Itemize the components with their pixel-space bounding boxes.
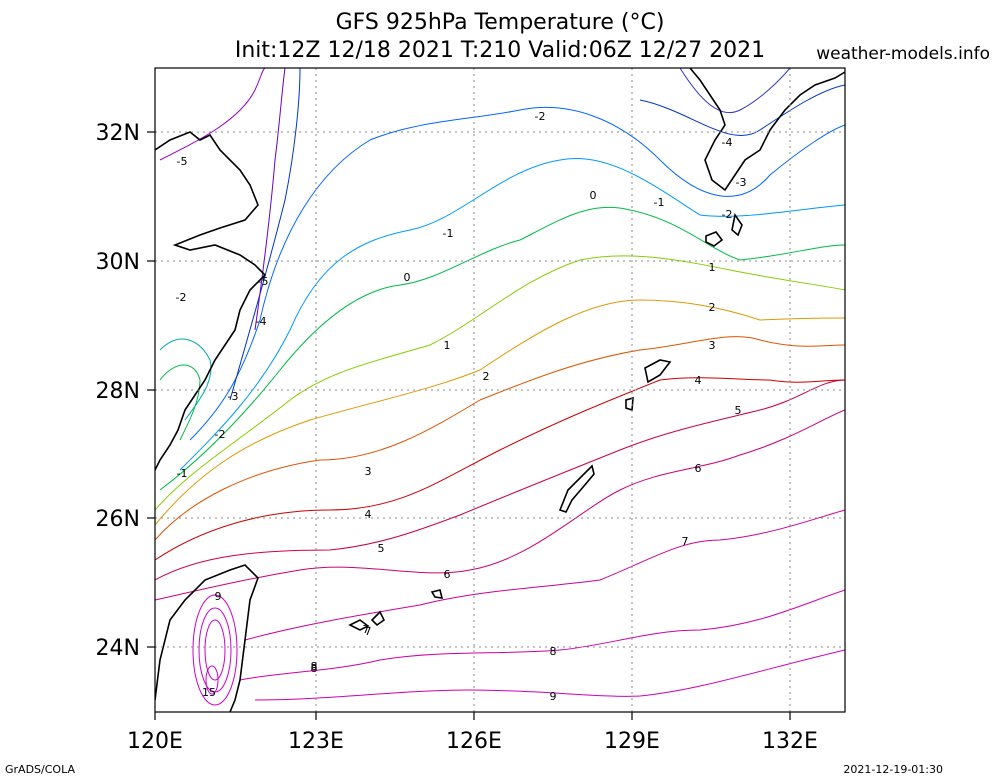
lat-label: 28N — [96, 379, 140, 404]
contour-value-label: 4 — [365, 508, 372, 521]
lon-label: 126E — [446, 729, 502, 754]
isotherm-taiwan-cluster — [192, 594, 238, 706]
map-title: GFS 925hPa Temperature (°C) — [335, 10, 665, 35]
kyushu-coast — [689, 68, 845, 192]
contour-value-label: -2 — [535, 110, 546, 123]
contour-value-label: 3 — [365, 465, 372, 478]
isotherm-2 — [155, 299, 845, 526]
lon-label: 129E — [604, 729, 660, 754]
contour-value-label: -3 — [736, 176, 747, 189]
contour-value-label: 7 — [363, 623, 370, 636]
contour-value-label: 15 — [202, 686, 216, 699]
isotherm-9 — [254, 649, 845, 701]
contour-value-label: 0 — [404, 271, 411, 284]
isotherm-m3 — [229, 68, 301, 401]
contour-value-label: -2 — [215, 428, 226, 441]
contour-value-label: 2 — [709, 301, 716, 314]
latitude-labels: 32N 30N 28N 26N 24N — [96, 121, 140, 661]
contour-value-label: -2 — [722, 208, 733, 221]
isotherm-7 — [244, 509, 845, 641]
lat-label: 30N — [96, 250, 140, 275]
yakushima — [705, 231, 724, 247]
contour-value-label: 7 — [365, 625, 372, 638]
isotherm-m4 — [254, 68, 286, 331]
contour-value-label: 9 — [550, 690, 557, 703]
lon-label: 132E — [762, 729, 818, 754]
tick-marks — [147, 131, 791, 720]
amami-oshima — [644, 359, 672, 384]
contour-layer — [155, 68, 845, 706]
graticule — [155, 68, 845, 712]
isotherm-5 — [155, 379, 845, 581]
contour-value-label: 6 — [695, 462, 702, 475]
contour-value-label: -1 — [443, 227, 454, 240]
lat-label: 24N — [96, 636, 140, 661]
contour-value-label: 8 — [550, 645, 557, 658]
isotherm-0 — [159, 206, 845, 491]
contour-value-label: -3 — [228, 390, 239, 403]
contour-value-label: 5 — [378, 542, 385, 555]
lon-label: 120E — [127, 729, 183, 754]
contour-value-label: 2 — [483, 370, 490, 383]
site-credit: weather-models.info — [816, 44, 990, 64]
contour-value-label: -1 — [654, 196, 665, 209]
tanegashima — [731, 213, 743, 237]
contour-value-label: 6 — [444, 568, 451, 581]
isotherm-jp-m4 — [679, 68, 791, 114]
longitude-labels: 120E 123E 126E 129E 132E — [127, 729, 818, 754]
contour-value-label: 9 — [215, 590, 222, 603]
isotherm-8 — [239, 589, 845, 681]
contour-value-label: 8 — [311, 660, 318, 673]
contour-value-label: -5 — [258, 275, 269, 288]
isotherm-3 — [155, 336, 845, 541]
ishigaki — [348, 619, 370, 631]
isotherm-4 — [155, 377, 845, 561]
contour-value-label: -5 — [177, 155, 188, 168]
contour-value-label: 0 — [590, 189, 597, 202]
taiwan-coast — [155, 564, 259, 712]
isotherm-m1 — [179, 158, 845, 471]
isotherm-m2 — [189, 106, 845, 441]
coastlines — [155, 68, 845, 712]
contour-value-label: 4 — [695, 374, 702, 387]
contour-value-label: 1 — [444, 339, 451, 352]
lat-label: 26N — [96, 507, 140, 532]
contour-value-label: -4 — [722, 136, 733, 149]
lon-label: 123E — [288, 729, 344, 754]
contour-value-label: 1 — [709, 261, 716, 274]
contour-value-label: 3 — [709, 339, 716, 352]
isotherm-6 — [155, 409, 845, 601]
map-subtitle: Init:12Z 12/18 2021 T:210 Valid:06Z 12/2… — [234, 38, 766, 63]
contour-value-label: -4 — [256, 315, 267, 328]
lat-label: 32N — [96, 121, 140, 146]
contour-value-label: -1 — [177, 467, 188, 480]
okinawa — [558, 464, 595, 513]
contour-value-label: 5 — [735, 404, 742, 417]
miyako — [430, 589, 444, 599]
generation-timestamp: 2021-12-19-01:30 — [843, 763, 943, 776]
iriomote — [370, 610, 386, 627]
isotherm-1 — [155, 255, 845, 511]
contour-value-label: 7 — [682, 535, 689, 548]
isotherm-jp-m3 — [639, 84, 845, 136]
china-coast — [155, 131, 267, 471]
contour-labels: -5-5-4-2-3-2-1012345678915-2-10-4-3-2-11… — [176, 110, 747, 703]
software-credit: GrADS/COLA — [5, 763, 75, 776]
contour-value-label: -2 — [176, 291, 187, 304]
contour-value-label: 8 — [311, 662, 318, 675]
isotherm-m5 — [159, 68, 266, 161]
